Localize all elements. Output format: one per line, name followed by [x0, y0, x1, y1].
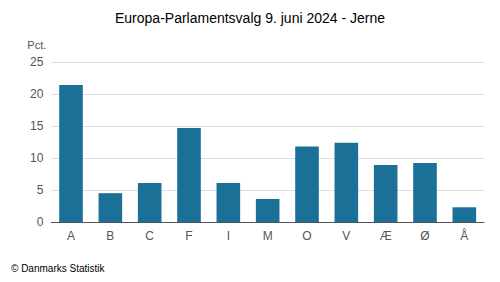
svg-text:M: M — [263, 229, 273, 243]
svg-text:Pct.: Pct. — [27, 39, 46, 51]
svg-text:B: B — [106, 229, 114, 243]
svg-text:10: 10 — [30, 151, 44, 165]
svg-text:Å: Å — [460, 228, 468, 243]
svg-text:V: V — [342, 229, 350, 243]
svg-text:Europa-Parlamentsvalg 9. juni: Europa-Parlamentsvalg 9. juni 2024 - Jer… — [115, 10, 385, 26]
svg-text:F: F — [185, 229, 192, 243]
svg-text:Ø: Ø — [420, 229, 429, 243]
svg-text:20: 20 — [30, 87, 44, 101]
svg-text:C: C — [145, 229, 154, 243]
svg-text:A: A — [67, 229, 75, 243]
svg-text:25: 25 — [30, 55, 44, 69]
svg-text:0: 0 — [37, 215, 44, 229]
svg-text:5: 5 — [37, 183, 44, 197]
svg-text:I: I — [227, 229, 230, 243]
svg-text:O: O — [302, 229, 311, 243]
svg-text:15: 15 — [30, 119, 44, 133]
svg-text:Æ: Æ — [380, 229, 392, 243]
svg-text:© Danmarks Statistik: © Danmarks Statistik — [11, 263, 106, 274]
